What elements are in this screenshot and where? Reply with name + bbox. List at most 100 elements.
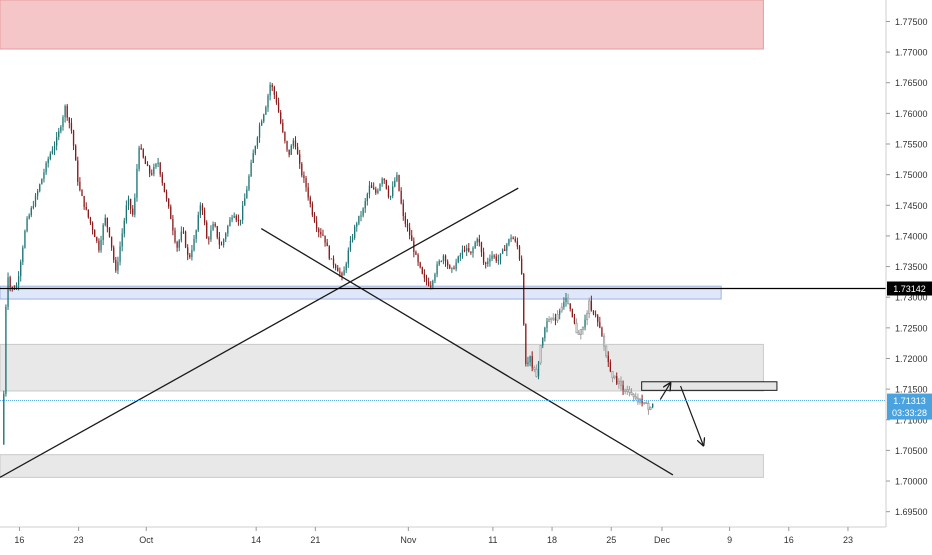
candle-body — [444, 255, 447, 262]
candle-body — [504, 249, 506, 251]
candle-body — [472, 248, 474, 253]
candle-body — [396, 175, 398, 181]
candle-body — [206, 222, 208, 239]
candle-body — [601, 327, 603, 337]
candle-body — [127, 199, 130, 206]
candle-body — [222, 239, 225, 245]
candle-body — [377, 190, 379, 193]
candle-body — [30, 208, 32, 216]
candle-body — [39, 184, 41, 192]
candle-body — [360, 215, 362, 217]
candle-body — [208, 238, 210, 240]
candle-body — [60, 126, 62, 132]
candle-body — [364, 201, 366, 209]
candle-body — [389, 196, 392, 198]
candle-body — [100, 239, 102, 251]
candle-body — [430, 285, 432, 287]
candle-body — [201, 205, 204, 211]
candle-body — [269, 84, 271, 96]
candle-body — [70, 122, 73, 131]
candle-body — [123, 220, 125, 234]
candle-body — [117, 261, 119, 271]
candle-body — [140, 147, 142, 150]
candle-body — [220, 244, 223, 246]
candle-body — [168, 198, 170, 207]
candle-body — [573, 317, 576, 324]
candle-body — [408, 227, 411, 236]
candle-body — [438, 261, 440, 265]
candle-body — [113, 247, 115, 260]
x-tick-label: 21 — [310, 535, 320, 545]
candle-body — [72, 130, 75, 146]
candle-body — [165, 192, 168, 199]
candle-body — [652, 403, 654, 408]
candle-body — [320, 232, 322, 235]
candle-body — [254, 146, 256, 154]
candle-body — [218, 237, 221, 245]
candles-layer — [3, 82, 654, 445]
candle-body — [5, 306, 7, 394]
lower-demand-zone — [0, 454, 764, 478]
candle-body — [626, 389, 629, 392]
candle-body — [590, 300, 593, 311]
candle-body — [85, 206, 87, 210]
price-lines-layer — [0, 287, 886, 401]
candle-body — [119, 246, 121, 262]
candle-body — [411, 235, 413, 241]
candle-body — [246, 189, 248, 199]
candle-body — [506, 244, 508, 251]
candle-body — [180, 231, 182, 241]
x-tick-label: Nov — [400, 535, 417, 545]
candle-body — [609, 361, 612, 372]
candle-body — [125, 205, 128, 221]
candle-body — [106, 217, 109, 228]
candle-body — [581, 326, 584, 330]
candle-body — [98, 240, 100, 251]
y-tick-label: 1.77000 — [895, 48, 928, 58]
arrow-up — [659, 383, 670, 400]
candle-body — [7, 277, 9, 307]
candle-body — [330, 258, 333, 260]
falling-trendline — [260, 228, 674, 476]
candle-body — [138, 147, 140, 169]
candle-body — [286, 140, 288, 150]
candle-body — [296, 147, 299, 155]
candle-body — [193, 238, 195, 251]
countdown-label: 03:33:28 — [892, 408, 927, 418]
candle-body — [622, 385, 624, 391]
candle-body — [189, 254, 191, 258]
candle-body — [516, 241, 519, 247]
candle-body — [379, 184, 381, 191]
candle-body — [17, 276, 20, 286]
x-tick-label: 16 — [784, 535, 794, 545]
candle-body — [446, 261, 449, 266]
candle-body — [144, 157, 147, 164]
candle-body — [463, 249, 466, 251]
candle-body — [146, 163, 149, 166]
candle-body — [303, 175, 305, 179]
candle-body — [328, 246, 330, 259]
candle-body — [466, 248, 468, 251]
candle-body — [514, 239, 516, 242]
candle-body — [548, 319, 551, 322]
candle-body — [495, 256, 497, 261]
candle-body — [161, 174, 163, 183]
candle-body — [347, 250, 349, 264]
y-tick-label: 1.74000 — [895, 231, 928, 241]
candle-body — [560, 306, 563, 312]
candle-body — [337, 267, 339, 272]
candle-body — [368, 185, 371, 195]
candle-body — [345, 263, 347, 271]
candle-body — [301, 163, 303, 176]
candle-body — [176, 242, 178, 248]
candle-body — [267, 95, 269, 108]
candle-body — [43, 172, 45, 179]
candle-body — [102, 224, 104, 240]
y-tick-label: 1.70500 — [895, 446, 928, 456]
candle-body — [318, 228, 320, 233]
y-tick-label: 1.73000 — [895, 293, 928, 303]
candle-body — [349, 241, 352, 251]
candle-body — [134, 197, 136, 215]
